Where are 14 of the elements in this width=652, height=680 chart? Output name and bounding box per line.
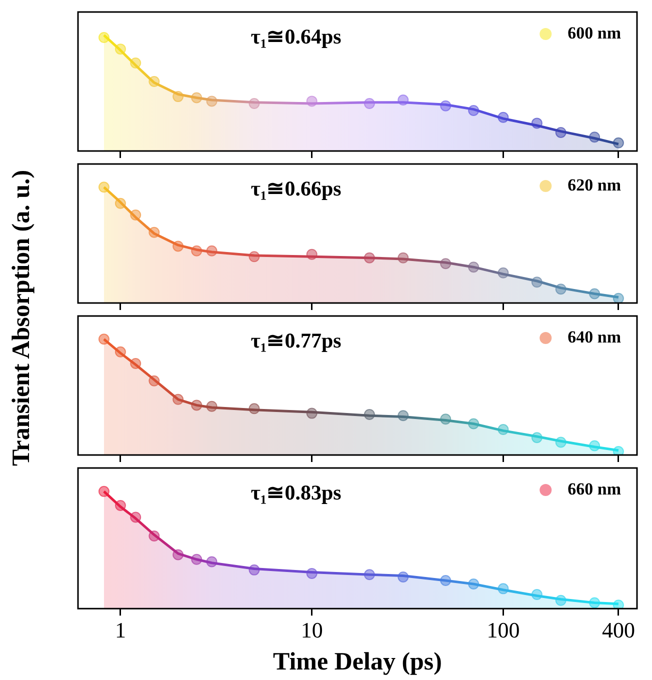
x-axis-title: Time Delay (ps) [273, 648, 442, 676]
annotation: τ₁≅0.83ps [250, 480, 342, 504]
annotation: τ₁≅0.77ps [250, 328, 342, 352]
x-tick-label: 100 [486, 618, 520, 643]
legend-label: 600 nm [568, 23, 622, 42]
x-tick-label: 1 [114, 618, 126, 643]
legend-label: 640 nm [568, 327, 622, 346]
y-axis-title: Transient Absorption (a. u.) [8, 170, 36, 466]
legend-label: 620 nm [568, 175, 622, 194]
x-tick-label: 10 [300, 618, 323, 643]
annotation: τ₁≅0.64ps [250, 24, 342, 48]
legend-label: 660 nm [568, 479, 622, 498]
annotation: τ₁≅0.66ps [250, 176, 342, 200]
x-tick-label: 400 [602, 618, 635, 643]
